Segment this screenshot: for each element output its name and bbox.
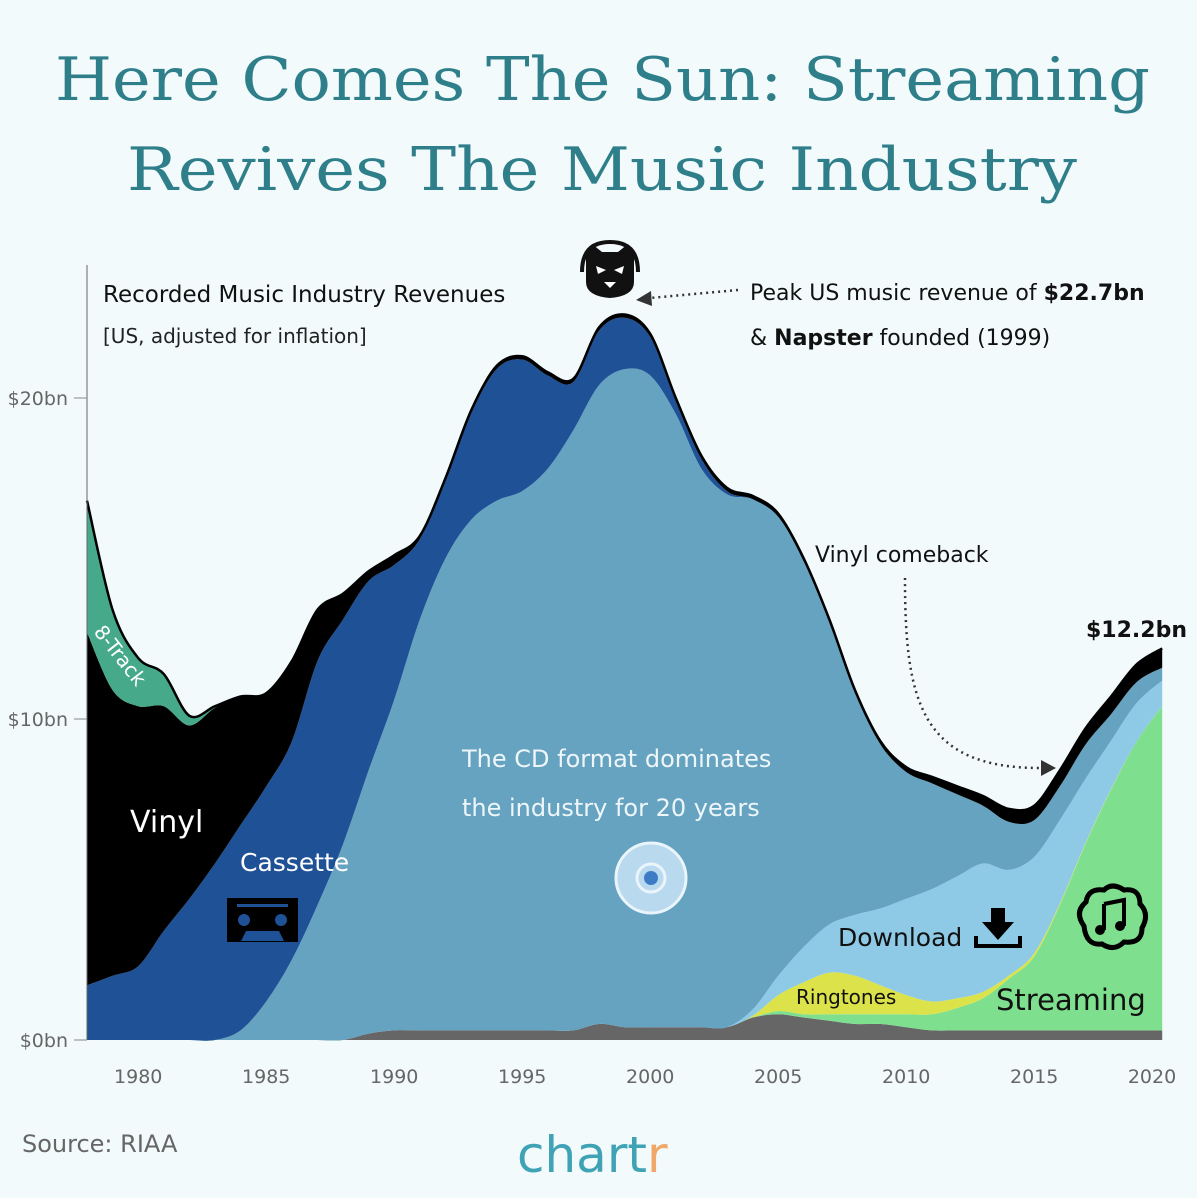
source-note: Source: RIAA [22,1130,178,1158]
chart-subtitle-note: [US, adjusted for inflation] [103,324,367,348]
x-tick-label: 2010 [882,1066,930,1088]
total-outline [85,313,1163,812]
napster-cat-icon [580,239,640,298]
chartr-logo: chartr [517,1126,668,1184]
area-other [87,1014,1163,1041]
area-vinyl [87,314,1163,986]
x-ticks: 1980 1985 1990 1995 2000 2005 2010 2015 2020 [114,1066,1176,1088]
cloud-music-icon [1077,883,1148,950]
x-tick-label: 2000 [626,1066,674,1088]
y-tick-label: $20bn [8,388,68,410]
title-line-2: Revives The Music Industry [127,135,1077,205]
area-cassette [87,317,1163,1041]
y-tick-label: $0bn [20,1030,68,1052]
label-streaming: Streaming [996,983,1146,1017]
stacked-areas [85,313,1163,1041]
annotation-vinyl-comeback: Vinyl comeback [815,543,989,568]
x-tick-label: 1980 [114,1066,162,1088]
label-vinyl: Vinyl [130,805,203,840]
x-tick-label: 1995 [498,1066,546,1088]
annotation-peak-line-2: & Napster founded (1999) [750,326,1050,351]
area-download [87,680,1163,1041]
label-ringtones: Ringtones [796,985,896,1009]
area-streaming [87,706,1163,1041]
x-tick-label: 1985 [242,1066,290,1088]
annotation-cd-line-2: the industry for 20 years [462,794,760,822]
cd-icon [614,841,688,915]
title-line-1: Here Comes The Sun: Streaming [55,45,1150,115]
annotation-peak-line-1: Peak US music revenue of $22.7bn [750,281,1145,306]
vinyl-comeback-arrow [903,577,1041,770]
x-tick-label: 1990 [370,1066,418,1088]
y-ticks: $0bn $10bn $20bn [8,388,87,1052]
annotation-final-value: $12.2bn [1086,618,1187,643]
x-tick-label: 2015 [1010,1066,1058,1088]
x-tick-label: 2005 [754,1066,802,1088]
x-tick-label: 2020 [1128,1066,1176,1088]
peak-arrowhead [636,291,652,306]
area-cd [87,368,1163,1041]
cassette-icon [227,898,298,942]
vinyl-comeback-arrowhead [1041,760,1056,776]
annotation-cd-line-1: The CD format dominates [461,745,771,773]
label-cassette: Cassette [240,848,349,877]
peak-arrow [649,288,739,300]
chart-subtitle: Recorded Music Industry Revenues [103,282,505,308]
download-icon [974,908,1022,948]
label-download: Download [838,923,962,952]
y-tick-label: $10bn [8,709,68,731]
